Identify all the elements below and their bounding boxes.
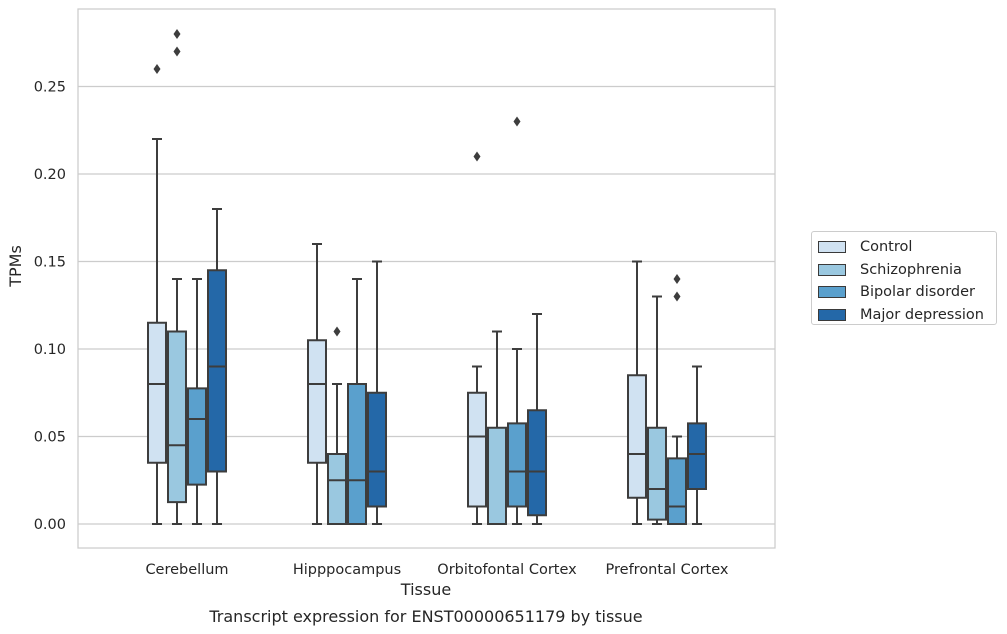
x-tick-label: Orbitofontal Cortex [437,562,577,578]
box-iqr [647,426,667,521]
box-bipolar-disorder [667,274,687,525]
outlier-marker [673,274,681,284]
legend-label: Bipolar disorder [860,284,975,301]
box-bipolar-disorder [507,116,527,525]
box-major-depression [207,208,227,525]
plot-area-frame [77,8,776,549]
legend-swatch [818,263,846,276]
box-major-depression [687,365,707,525]
legend-swatch [818,286,846,299]
y-tick-label: 0.05 [34,430,66,446]
box-iqr [147,321,167,464]
y-tick-label: 0.15 [34,255,66,271]
box-iqr [367,391,387,508]
box-schizophrenia [647,295,667,525]
box-schizophrenia [487,330,507,525]
legend-label: Schizophrenia [860,261,962,278]
boxes [147,29,707,525]
box-control [147,64,167,525]
box-major-depression [527,313,547,525]
box-bipolar-disorder [187,278,207,525]
box-major-depression [367,260,387,525]
outlier-marker [513,116,521,127]
legend-label: Control [860,239,913,256]
legend-item: Bipolar disorder [818,281,996,304]
box-control [627,260,647,525]
box-iqr [307,339,327,464]
y-tick-label: 0.25 [34,80,66,96]
outlier-marker [473,151,481,162]
box-iqr [527,409,547,517]
y-tick-label: 0.00 [34,517,66,533]
box-iqr [627,374,647,499]
box-schizophrenia [167,29,187,525]
x-tick-label: Cerebellum [145,562,228,578]
y-tick-label: 0.20 [34,167,66,183]
outlier-marker [673,291,681,302]
box-iqr [467,391,487,508]
y-tick-label: 0.10 [34,342,66,358]
legend: Control Schizophrenia Bipolar disorder Majo… [811,231,997,325]
y-axis-label: TPMs [6,245,25,288]
box-iqr [347,383,367,525]
x-tick-label: Hipppocampus [293,562,401,578]
legend-item: Control [818,236,996,259]
legend-swatch [818,241,846,254]
x-axis-ticks: Cerebellum Hipppocampus Orbitofontal Corte… [145,562,728,578]
y-axis-ticks: 0.00 0.05 0.10 0.15 0.20 0.25 [34,80,66,534]
outlier-marker [173,46,181,57]
box-control [307,243,327,525]
box-iqr [667,457,687,525]
legend-item: Major depression [818,304,996,327]
legend-label: Major depression [860,306,984,323]
box-iqr [167,330,187,504]
box-iqr [487,426,507,525]
box-iqr [687,422,707,490]
x-axis-label: Tissue [400,580,451,599]
outlier-marker [153,64,161,74]
outlier-marker [333,326,341,337]
box-control [467,151,487,525]
box-iqr [187,387,207,486]
box-schizophrenia [327,326,347,525]
x-tick-label: Prefrontal Cortex [606,562,729,578]
box-iqr [507,422,527,508]
box-iqr [207,269,227,473]
legend-swatch [818,308,846,321]
box-bipolar-disorder [347,278,367,525]
box-iqr [327,453,347,525]
legend-item: Schizophrenia [818,259,996,282]
chart-caption: Transcript expression for ENST0000065117… [209,607,643,626]
outlier-marker [173,29,181,39]
